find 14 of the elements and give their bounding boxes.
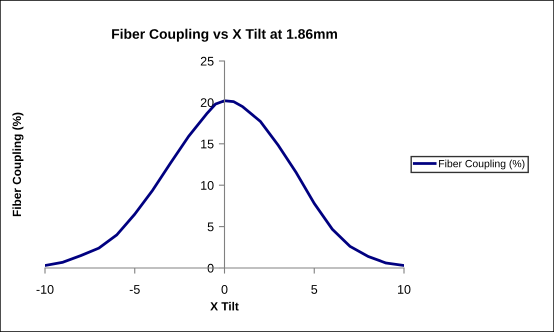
x-axis-title: X Tilt bbox=[210, 302, 239, 311]
x-tick-label: -5 bbox=[130, 285, 140, 294]
x-tick-label: -10 bbox=[36, 284, 54, 294]
y-tick-label: 5 bbox=[208, 222, 214, 232]
chart-title: Fiber Coupling vs X Tilt at 1.86mm bbox=[112, 28, 337, 42]
y-tick-label: 10 bbox=[201, 181, 214, 190]
legend-label: Fiber Coupling (%) bbox=[439, 160, 524, 170]
x-tick-label: 10 bbox=[398, 284, 410, 294]
y-tick-label: 20 bbox=[200, 98, 214, 108]
x-tick-label: 0 bbox=[222, 284, 228, 294]
y-axis-title: Fiber Coupling (%) bbox=[12, 112, 24, 216]
y-tick-label: 15 bbox=[201, 140, 214, 148]
x-tick-label: 5 bbox=[311, 285, 318, 294]
y-tick-label: 25 bbox=[200, 56, 214, 66]
